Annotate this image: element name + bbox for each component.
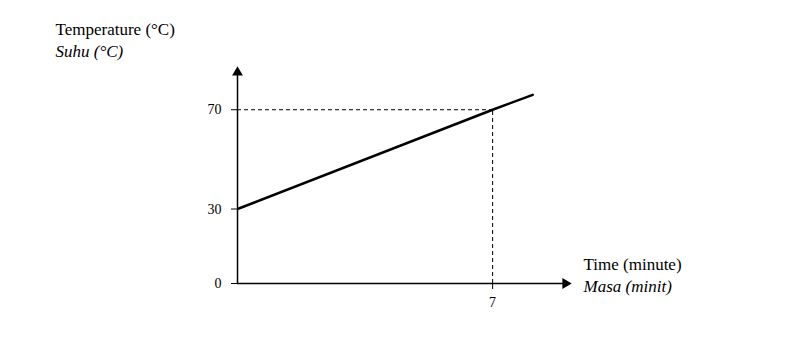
- svg-text:Temperature (°C): Temperature (°C): [56, 20, 175, 39]
- svg-text:Suhu (°C): Suhu (°C): [56, 42, 124, 61]
- svg-text:7: 7: [489, 295, 496, 310]
- svg-text:Masa (minit): Masa (minit): [583, 277, 673, 296]
- svg-text:70: 70: [208, 102, 222, 117]
- svg-text:Time (minute): Time (minute): [584, 255, 682, 274]
- svg-text:0: 0: [215, 276, 222, 291]
- svg-text:30: 30: [208, 202, 222, 217]
